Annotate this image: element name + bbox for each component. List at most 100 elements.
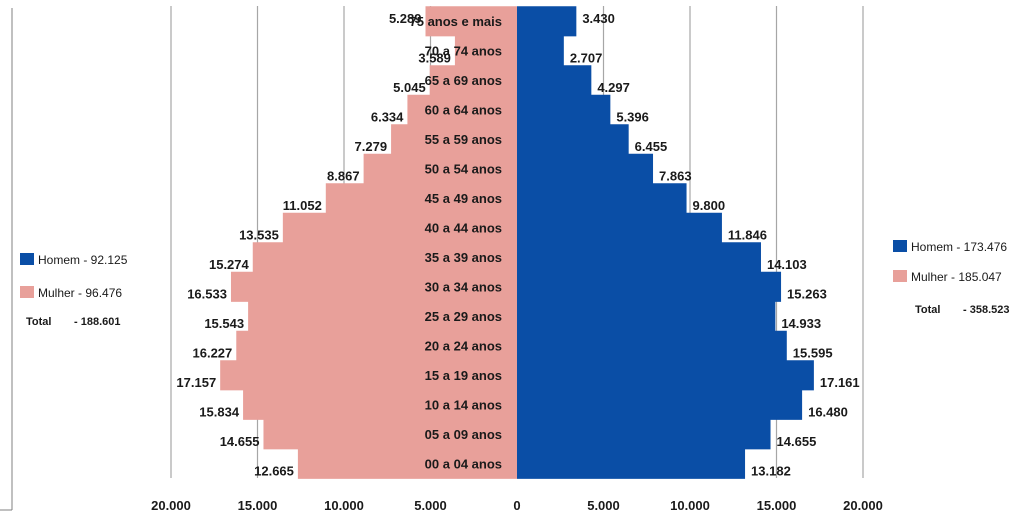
bar-right xyxy=(517,212,722,243)
value-label-left: 13.535 xyxy=(239,228,279,243)
bar-left xyxy=(282,212,517,243)
age-group-labels: 00 a 04 anos 05 a 09 anos 10 a 14 anos 15 a… xyxy=(410,14,503,472)
bar-right xyxy=(517,271,782,302)
value-label-right: 6.455 xyxy=(635,139,668,154)
bar-left xyxy=(236,330,518,361)
legend-right-mulher-label: Mulher - 185.047 xyxy=(911,270,1002,284)
x-tick-label: 5.000 xyxy=(587,498,620,513)
value-label-left: 12.665 xyxy=(254,464,294,479)
legend-left-homem-label: Homem - 92.125 xyxy=(38,253,128,267)
legend-left-total-label: Total xyxy=(26,316,51,328)
value-label-right: 15.595 xyxy=(793,346,833,361)
bar-right xyxy=(517,65,592,96)
bar-left xyxy=(252,242,517,273)
bars xyxy=(220,6,814,479)
bar-left xyxy=(407,94,517,125)
age-group-label: 45 a 49 anos xyxy=(425,191,502,206)
legend-left: Homem - 92.125 Mulher - 96.476 Total - 1… xyxy=(20,253,128,328)
bar-left xyxy=(243,389,518,420)
legend-right: Homem - 173.476 Mulher - 185.047 Total -… xyxy=(893,240,1009,316)
bar-right xyxy=(517,153,654,184)
bar-left xyxy=(220,360,517,391)
value-label-left: 7.279 xyxy=(355,139,388,154)
value-label-right: 9.800 xyxy=(693,198,726,213)
x-axis-ticks: 20.000 15.000 10.000 5.000 0 5.000 10.000 15.00… xyxy=(151,498,883,513)
age-group-label: 60 a 64 anos xyxy=(425,103,502,118)
value-label-left: 6.334 xyxy=(371,110,404,125)
age-group-label: 75 anos e mais xyxy=(410,14,503,29)
x-tick-label: 10.000 xyxy=(670,498,710,513)
x-tick-label: 10.000 xyxy=(324,498,364,513)
age-group-label: 40 a 44 anos xyxy=(425,221,502,236)
value-label-left: 17.157 xyxy=(176,375,216,390)
legend-right-homem-swatch xyxy=(893,240,907,252)
bar-right xyxy=(517,448,746,479)
value-label-left: 15.834 xyxy=(199,405,240,420)
bar-left xyxy=(429,65,517,96)
value-label-left: 11.052 xyxy=(283,198,322,213)
x-tick-label: 5.000 xyxy=(414,498,447,513)
age-group-label: 65 a 69 anos xyxy=(425,73,502,88)
bar-right xyxy=(517,330,787,361)
value-label-left: 14.655 xyxy=(220,434,260,449)
bar-right xyxy=(517,94,611,125)
bar-left xyxy=(363,153,517,184)
value-label-left: 8.867 xyxy=(327,169,360,184)
age-group-label: 70 a 74 anos xyxy=(425,44,502,59)
bar-left xyxy=(454,35,517,66)
legend-right-total-label: Total xyxy=(915,304,940,316)
bar-left xyxy=(230,271,517,302)
x-tick-label: 20.000 xyxy=(843,498,883,513)
value-label-right: 16.480 xyxy=(808,405,848,420)
legend-left-total-value: - 188.601 xyxy=(74,316,120,328)
value-label-left: 5.045 xyxy=(393,80,426,95)
x-tick-label: 20.000 xyxy=(151,498,191,513)
age-group-label: 25 a 29 anos xyxy=(425,309,502,324)
bar-right xyxy=(517,242,761,273)
value-label-right: 3.430 xyxy=(582,11,615,26)
value-label-left: 3.589 xyxy=(418,51,451,66)
bar-left xyxy=(325,183,517,214)
legend-right-mulher-swatch xyxy=(893,270,907,282)
age-group-label: 05 a 09 anos xyxy=(425,427,502,442)
legend-left-mulher-label: Mulher - 96.476 xyxy=(38,286,122,300)
x-tick-label: 15.000 xyxy=(757,498,797,513)
bar-right xyxy=(517,6,577,37)
bar-right xyxy=(517,419,771,450)
bar-right xyxy=(517,301,776,332)
bar-right xyxy=(517,124,629,155)
age-group-label: 55 a 59 anos xyxy=(425,132,502,147)
legend-right-homem-label: Homem - 173.476 xyxy=(911,240,1007,254)
value-label-right: 14.103 xyxy=(767,257,807,272)
bar-right xyxy=(517,183,687,214)
age-group-label: 30 a 34 anos xyxy=(425,280,502,295)
value-label-right: 17.161 xyxy=(820,375,860,390)
age-group-label: 15 a 19 anos xyxy=(425,368,502,383)
legend-left-mulher-swatch xyxy=(20,286,34,298)
value-label-left: 16.533 xyxy=(187,287,227,302)
value-label-right: 15.263 xyxy=(787,287,827,302)
value-label-right: 5.396 xyxy=(616,110,649,125)
value-label-left: 16.227 xyxy=(193,346,233,361)
legend-right-total-value: - 358.523 xyxy=(963,304,1009,316)
age-group-label: 20 a 24 anos xyxy=(425,339,502,354)
value-label-left: 15.274 xyxy=(209,257,250,272)
value-label-right: 11.846 xyxy=(728,228,767,243)
value-labels: 12.665 13.182 14.655 14.655 15.834 16.480 17.1… xyxy=(176,11,859,479)
value-label-right: 2.707 xyxy=(570,51,603,66)
value-label-right: 14.933 xyxy=(781,316,821,331)
age-group-label: 00 a 04 anos xyxy=(425,457,502,472)
value-label-right: 7.863 xyxy=(659,169,692,184)
value-label-right: 4.297 xyxy=(597,80,630,95)
legend-left-homem-swatch xyxy=(20,253,34,265)
bar-left xyxy=(425,6,517,37)
age-group-label: 35 a 39 anos xyxy=(425,250,502,265)
value-label-right: 14.655 xyxy=(777,434,817,449)
bar-right xyxy=(517,360,814,391)
bar-left xyxy=(391,124,517,155)
x-tick-label: 0 xyxy=(513,498,520,513)
value-label-left: 5.289 xyxy=(389,11,422,26)
bar-left xyxy=(297,448,517,479)
bar-left xyxy=(248,301,518,332)
